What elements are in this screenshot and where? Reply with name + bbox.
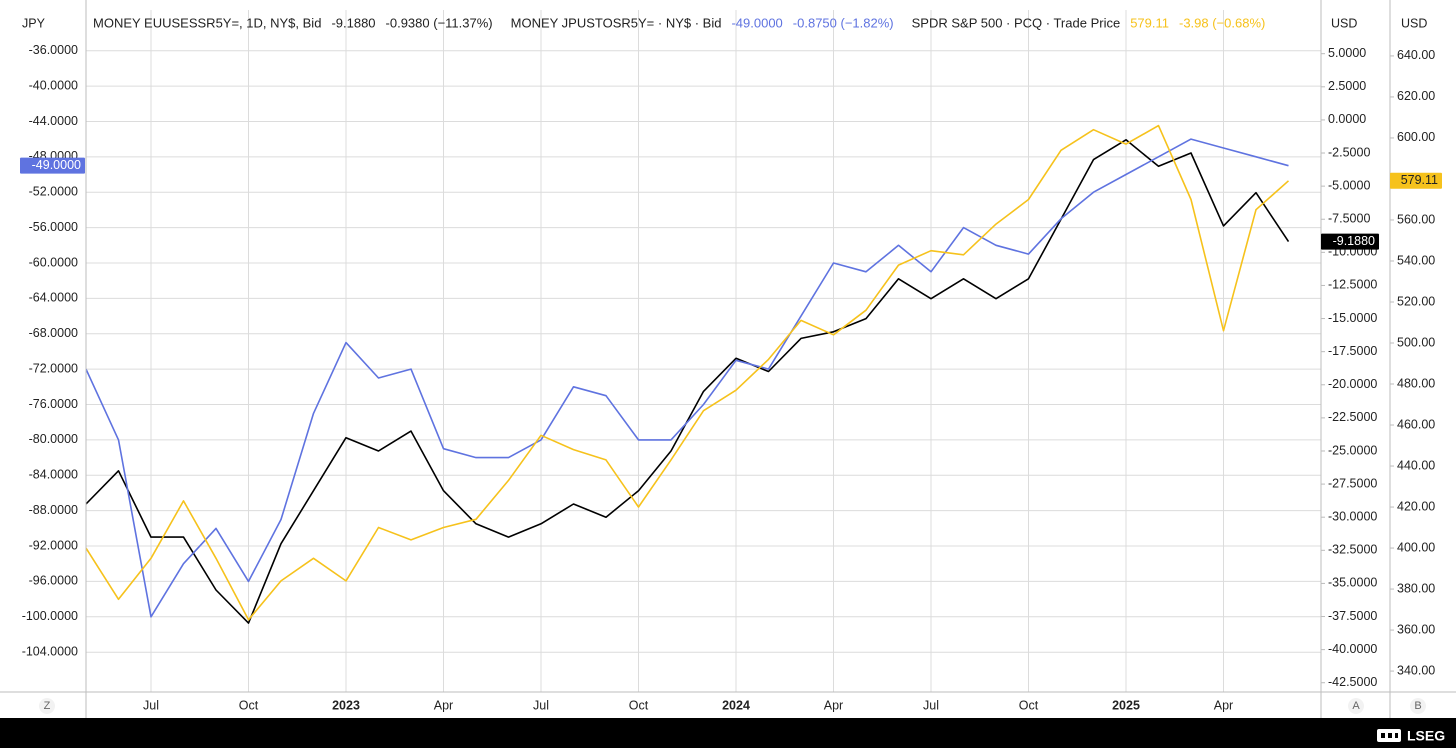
y3-tick-label: 480.00	[1397, 376, 1435, 390]
y-tick-label: -76.0000	[29, 397, 78, 411]
button-bg[interactable]	[1348, 698, 1364, 714]
zoom-button[interactable]: Z	[44, 700, 51, 712]
y-tick-label: -44.0000	[29, 114, 78, 128]
y3-tick-label: 340.00	[1397, 663, 1435, 677]
x-tick-label: Oct	[1019, 698, 1039, 712]
y3-tick-label: 440.00	[1397, 458, 1435, 472]
x-tick-label: Oct	[629, 698, 649, 712]
y3-tick-label: 380.00	[1397, 581, 1435, 595]
y2-tick-label: -17.5000	[1328, 344, 1377, 358]
auto-button[interactable]: A	[1352, 700, 1360, 712]
y2-tick-label: -7.5000	[1328, 212, 1370, 226]
x-tick-label: 2023	[332, 698, 360, 712]
last-value-badge	[1321, 233, 1379, 250]
y2-tick-label: -27.5000	[1328, 476, 1377, 490]
left-axis-unit: JPY	[22, 16, 46, 30]
y3-tick-label: 560.00	[1397, 212, 1435, 226]
grid	[86, 10, 1321, 692]
y-tick-label: -56.0000	[29, 220, 78, 234]
legend-change: -0.8750 (−1.82%)	[793, 15, 894, 30]
y2-tick-label: -37.5000	[1328, 609, 1377, 623]
y-tick-label: -36.0000	[29, 43, 78, 57]
series-line	[86, 124, 1290, 621]
x-tick-label: Jul	[143, 698, 159, 712]
y-tick-label: -40.0000	[29, 78, 78, 92]
legend-name: MONEY JPUSTOSR5Y= · NY$ · Bid	[511, 15, 722, 30]
y2-tick-label: -2.5000	[1328, 145, 1370, 159]
legend-value: -49.0000	[731, 15, 782, 30]
legend-change: -3.98 (−0.68%)	[1179, 15, 1265, 30]
y2-tick-label: 2.5000	[1328, 79, 1366, 93]
x-tick-label: Jul	[923, 698, 939, 712]
y2-tick-label: -20.0000	[1328, 377, 1377, 391]
x-tick-label: Apr	[824, 698, 843, 712]
series-line	[86, 138, 1289, 618]
y2-tick-label: -15.0000	[1328, 311, 1377, 325]
y2-tick-label: -40.0000	[1328, 642, 1377, 656]
button-bg[interactable]	[1410, 698, 1426, 714]
y-tick-label: -60.0000	[29, 255, 78, 269]
y-tick-label: -64.0000	[29, 291, 78, 305]
y2-tick-label: 5.0000	[1328, 46, 1366, 60]
b-button[interactable]: B	[1414, 700, 1421, 712]
last-value-badge	[1390, 172, 1442, 189]
y3-tick-label: 360.00	[1397, 622, 1435, 636]
y2-tick-label: 0.0000	[1328, 112, 1366, 126]
y3-tick-label: 420.00	[1397, 499, 1435, 513]
background	[0, 0, 1456, 718]
mid-axis-unit: USD	[1331, 16, 1357, 30]
legend-value: 579.11	[1130, 15, 1169, 30]
last-value-label: -9.1880	[1333, 234, 1375, 248]
legend-name: SPDR S&P 500 · PCQ · Trade Price	[912, 15, 1121, 30]
legend-value: -9.1880	[331, 15, 375, 30]
y3-tick-label: 460.00	[1397, 417, 1435, 431]
axes: Jul Oct 2023 Apr Jul Oct 2024 Apr Jul Oct 2025 Apr -…	[20, 43, 1442, 712]
y3-tick-label: 500.00	[1397, 335, 1435, 349]
x-tick-label: Jul	[533, 698, 549, 712]
x-tick-label: 2024	[722, 698, 750, 712]
y3-tick-label: 520.00	[1397, 294, 1435, 308]
last-value-badge	[20, 157, 85, 174]
y3-tick-label: 540.00	[1397, 253, 1435, 267]
y2-tick-label: -5.0000	[1328, 178, 1370, 192]
y2-tick-label: -12.5000	[1328, 278, 1377, 292]
legend-change: -0.9380 (−11.37%)	[386, 15, 493, 30]
y3-tick-label: 600.00	[1397, 130, 1435, 144]
right-axis-unit: USD	[1401, 16, 1427, 30]
y3-tick-label: 620.00	[1397, 89, 1435, 103]
x-tick-label: 2025	[1112, 698, 1140, 712]
y2-tick-label: -35.0000	[1328, 576, 1377, 590]
y-tick-label: -72.0000	[29, 361, 78, 375]
legend: MONEY EUUSESSR5Y=, 1D, NY$, Bid -9.1880 -0…	[93, 15, 1265, 30]
x-tick-label: Apr	[434, 698, 453, 712]
y-tick-label: -68.0000	[29, 326, 78, 340]
y-tick-label: -88.0000	[29, 503, 78, 517]
y2-tick-label: -42.5000	[1328, 675, 1377, 689]
button-bg[interactable]	[39, 698, 55, 714]
footer	[0, 718, 1456, 748]
x-tick-label: Apr	[1214, 698, 1233, 712]
legend-name: MONEY EUUSESSR5Y=, 1D, NY$, Bid	[93, 15, 321, 30]
brand-icon	[1377, 729, 1401, 742]
last-value-label: -49.0000	[32, 158, 81, 172]
plot-lines	[86, 124, 1290, 624]
y2-tick-label: -25.0000	[1328, 443, 1377, 457]
y-tick-label: -104.0000	[22, 644, 78, 658]
y-tick-label: -100.0000	[22, 609, 78, 623]
y-tick-label: -84.0000	[29, 468, 78, 482]
y-tick-label: -96.0000	[29, 574, 78, 588]
brand: LSEG	[1407, 728, 1445, 744]
y2-tick-label: -32.5000	[1328, 543, 1377, 557]
y-tick-label: -52.0000	[29, 185, 78, 199]
y2-tick-label: -30.0000	[1328, 509, 1377, 523]
y3-tick-label: 400.00	[1397, 540, 1435, 554]
y-tick-label: -92.0000	[29, 538, 78, 552]
y2-tick-label: -22.5000	[1328, 410, 1377, 424]
y-tick-label: -80.0000	[29, 432, 78, 446]
x-tick-label: Oct	[239, 698, 259, 712]
y3-tick-label: 640.00	[1397, 48, 1435, 62]
last-value-label: 579.11	[1401, 173, 1438, 187]
